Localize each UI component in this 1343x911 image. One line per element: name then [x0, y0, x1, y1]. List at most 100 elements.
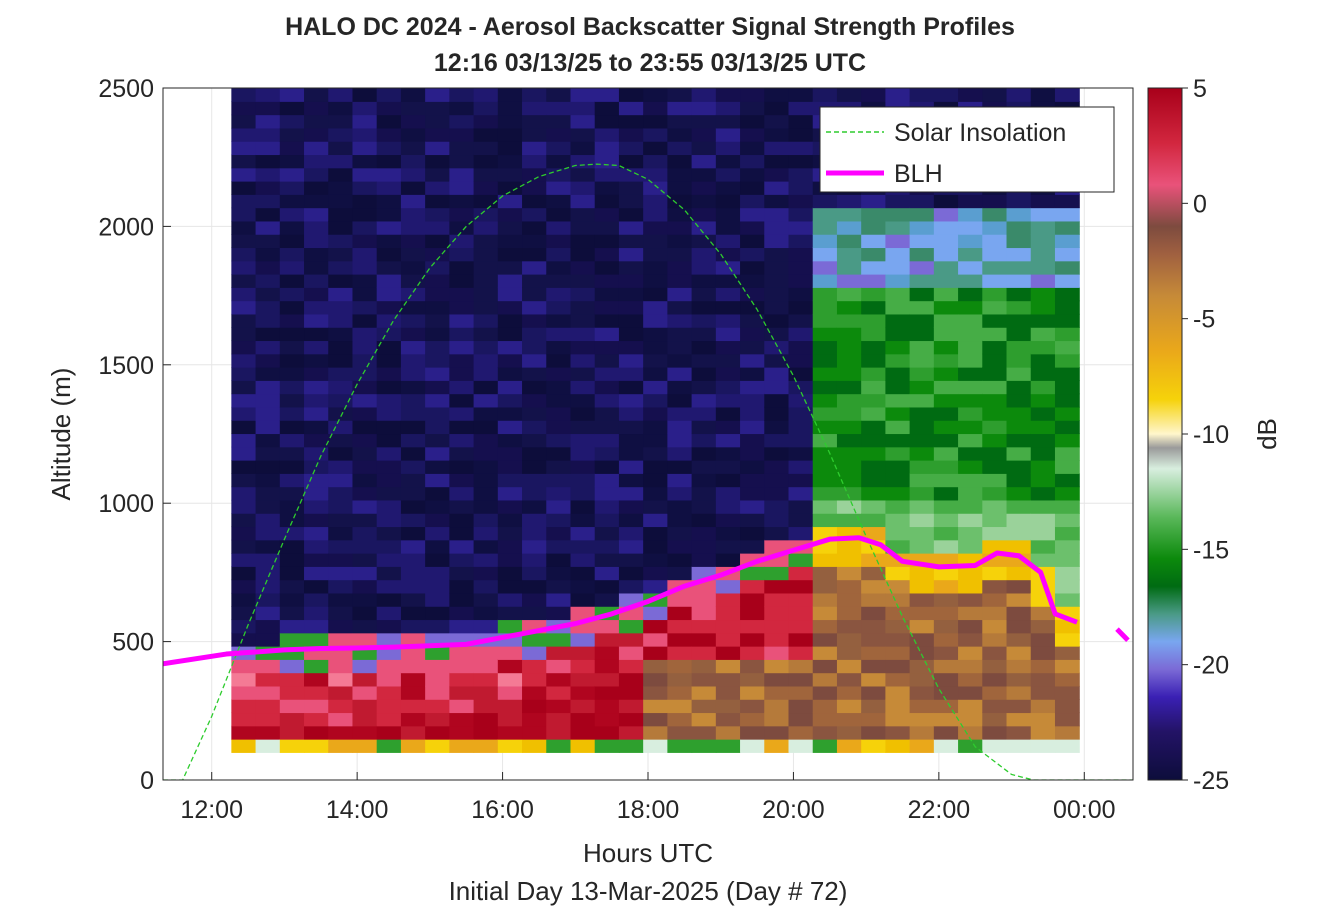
heatmap-cell	[788, 181, 814, 195]
heatmap-cell	[425, 88, 450, 102]
heatmap-cell	[473, 380, 499, 395]
heatmap-cell	[1054, 699, 1080, 714]
heatmap-cell	[958, 699, 983, 714]
heatmap-cell	[885, 287, 911, 302]
heatmap-cell	[449, 247, 475, 262]
heatmap-cell	[691, 234, 717, 249]
heatmap-cell	[255, 340, 281, 355]
heatmap-cell	[546, 287, 572, 302]
heatmap-cell	[788, 526, 814, 541]
heatmap-cell	[861, 234, 886, 249]
heatmap-cell	[715, 406, 741, 421]
heatmap-cell	[933, 553, 959, 567]
heatmap-cell	[304, 340, 329, 355]
heatmap-cell	[570, 300, 596, 315]
heatmap-cell	[594, 101, 620, 116]
heatmap-cell	[740, 592, 765, 607]
heatmap-cell	[982, 406, 1008, 421]
heatmap-cell	[255, 632, 281, 647]
heatmap-cell	[328, 234, 354, 249]
heatmap-cell	[933, 287, 959, 302]
heatmap-cell	[1054, 274, 1080, 288]
heatmap-cell	[473, 433, 499, 448]
heatmap-cell	[279, 539, 305, 554]
heatmap-cell	[546, 167, 572, 182]
heatmap-cell	[425, 340, 450, 355]
heatmap-cell	[740, 367, 765, 381]
heatmap-cell	[909, 606, 935, 621]
heatmap-cell	[376, 433, 402, 448]
heatmap-cell	[618, 181, 644, 195]
heatmap-cell	[667, 699, 693, 714]
heatmap-cell	[764, 287, 790, 302]
heatmap-cell	[279, 420, 305, 435]
heatmap-cell	[618, 274, 644, 288]
heatmap-cell	[400, 220, 426, 235]
heatmap-cell	[449, 260, 475, 275]
heatmap-cell	[1006, 340, 1032, 355]
heatmap-cell	[1030, 486, 1056, 501]
heatmap-cell	[255, 380, 281, 395]
heatmap-cell	[933, 420, 959, 435]
heatmap-cell	[740, 685, 765, 700]
heatmap-cell	[788, 659, 814, 674]
heatmap-cell	[788, 566, 814, 581]
heatmap-cell	[764, 194, 790, 209]
heatmap-cell	[570, 406, 596, 421]
heatmap-cell	[473, 340, 499, 355]
heatmap-cell	[497, 539, 523, 554]
heatmap-cell	[885, 274, 911, 288]
heatmap-cell	[376, 194, 402, 209]
heatmap-cell	[570, 579, 596, 594]
heatmap-cell	[740, 499, 765, 514]
heatmap-cell	[279, 274, 305, 288]
heatmap-cell	[328, 725, 354, 740]
heatmap-cell	[231, 725, 257, 740]
heatmap-cell	[279, 260, 305, 275]
heatmap-cell	[691, 712, 717, 727]
heatmap-cell	[764, 154, 790, 169]
heatmap-cell	[328, 114, 354, 129]
heatmap-cell	[594, 393, 620, 408]
heatmap-cell	[1054, 433, 1080, 448]
heatmap-cell	[788, 260, 814, 275]
heatmap-cell	[522, 739, 547, 753]
heatmap-cell	[425, 234, 450, 249]
heatmap-cell	[522, 88, 547, 102]
heatmap-cell	[812, 606, 838, 621]
heatmap-cell	[1054, 553, 1080, 567]
heatmap-cell	[958, 526, 983, 541]
heatmap-cell	[497, 154, 523, 169]
heatmap-cell	[546, 207, 572, 222]
heatmap-cell	[715, 539, 741, 554]
heatmap-cell	[279, 446, 305, 461]
heatmap-cell	[473, 287, 499, 302]
heatmap-cell	[570, 712, 596, 727]
heatmap-cell	[255, 420, 281, 435]
heatmap-cell	[328, 181, 354, 195]
heatmap-cell	[861, 499, 886, 514]
heatmap-cell	[1006, 579, 1032, 594]
heatmap-cell	[231, 101, 257, 116]
heatmap-cell	[570, 420, 596, 435]
heatmap-cell	[643, 101, 668, 116]
heatmap-cell	[231, 433, 257, 448]
heatmap-cell	[885, 234, 911, 249]
heatmap-cell	[279, 433, 305, 448]
heatmap-cell	[497, 646, 523, 660]
heatmap-cell	[933, 606, 959, 621]
heatmap-cell	[764, 473, 790, 488]
heatmap-cell	[594, 579, 620, 594]
heatmap-cell	[836, 406, 862, 421]
heatmap-cell	[328, 606, 354, 621]
heatmap-cell	[861, 433, 886, 448]
heatmap-cell	[740, 566, 765, 581]
heatmap-cell	[522, 513, 547, 528]
heatmap-cell	[836, 499, 862, 514]
heatmap-cell	[304, 114, 329, 129]
heatmap-cell	[497, 606, 523, 621]
heatmap-cell	[1006, 220, 1032, 235]
heatmap-cell	[1054, 300, 1080, 315]
heatmap-cell	[231, 539, 257, 554]
heatmap-cell	[546, 725, 572, 740]
